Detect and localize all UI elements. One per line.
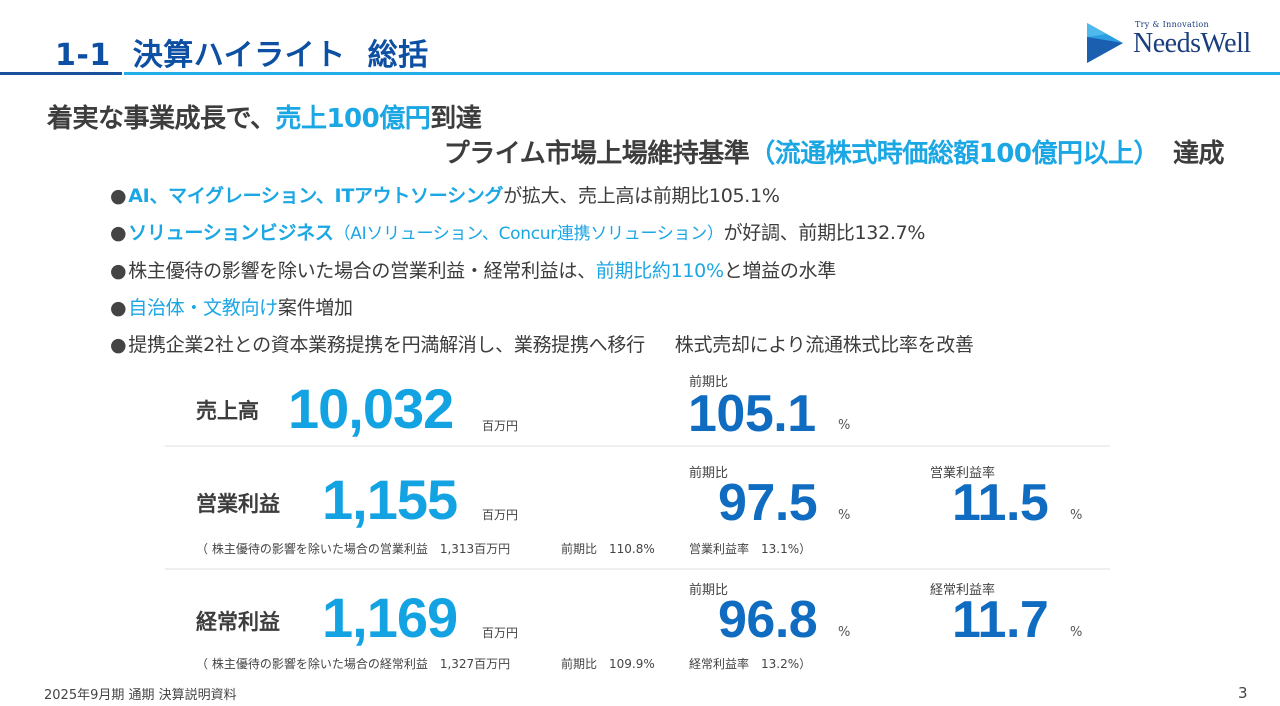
bullet-dot-icon: ● <box>110 222 127 244</box>
headline1-prefix: 着実な事業成長で、 <box>47 104 276 134</box>
kpi-margin-value: 11.7 <box>952 591 1049 649</box>
kpi-divider <box>165 445 1110 447</box>
kpi-note-margin: 営業利益率 13.1%） <box>689 542 812 556</box>
kpi-label: 営業利益 <box>196 492 280 516</box>
kpi-divider <box>165 568 1110 570</box>
bullet-accent: 前期比約110% <box>595 260 724 282</box>
company-logo: Try & Innovation NeedsWell <box>1085 18 1255 66</box>
headline1-suffix: 到達 <box>430 104 482 134</box>
kpi-yoy-caption: 前期比 <box>689 583 729 598</box>
kpi-label: 経常利益 <box>196 610 280 634</box>
title-text: 決算ハイライト <box>132 38 346 73</box>
logo-triangle-icon <box>1087 23 1123 63</box>
kpi-margin-unit: % <box>1070 625 1083 640</box>
kpi-value: 1,169 <box>322 586 458 649</box>
section-number: 1-1 <box>55 38 111 73</box>
title-rule-dark <box>0 72 122 75</box>
headline2-accent: （流通株式時価総額100億円以上） <box>749 139 1159 169</box>
bullet-text-before: 提携企業2社との資本業務提携を円満解消し、業務提携へ移行 <box>128 334 645 356</box>
kpi-yoy-unit: % <box>838 625 851 640</box>
kpi-note-yoy: 前期比 109.9% <box>561 657 655 671</box>
bullet-item: ● 提携企業2社との資本業務提携を円満解消し、業務提携へ移行 株式売却により流通株式… <box>110 327 974 364</box>
slide-title: 1-1 決算ハイライト 総括 <box>55 30 429 74</box>
kpi-yoy-value: 97.5 <box>718 474 818 532</box>
bullet-dot-icon: ● <box>110 334 127 356</box>
bullet-accent: 自治体・文教向け <box>128 297 278 319</box>
kpi-value: 10,032 <box>288 377 454 440</box>
headline1-accent: 売上100億円 <box>275 104 431 134</box>
bullet-accent: AI、マイグレーション、ITアウトソーシング <box>128 185 504 207</box>
kpi-margin-unit: % <box>1070 508 1083 523</box>
kpi-yoy-unit: % <box>838 418 851 433</box>
bullet-text: 株式売却により流通株式比率を改善 <box>674 334 974 356</box>
kpi-unit: 百万円 <box>482 508 519 522</box>
bullet-item: ● ソリューションビジネス（AIソリューション、Concur連携ソリューション）が… <box>110 215 974 253</box>
kpi-unit: 百万円 <box>482 419 519 433</box>
bullet-text: と増益の水準 <box>723 260 837 282</box>
bullet-dot-icon: ● <box>110 260 127 282</box>
footer-page-number: 3 <box>1238 684 1248 702</box>
kpi-yoy-caption: 前期比 <box>689 375 729 390</box>
headline-line2: プライム市場上場維持基準（流通株式時価総額100億円以上） 達成 <box>443 133 1225 170</box>
kpi-label: 売上高 <box>196 399 259 423</box>
bullet-text: 案件増加 <box>277 297 353 319</box>
bullet-text-before: 株主優待の影響を除いた場合の営業利益・経常利益は、 <box>128 260 596 282</box>
bullet-text: が拡大、売上高は前期比105.1% <box>503 185 780 207</box>
kpi-note-margin: 経常利益率 13.2%） <box>689 657 812 671</box>
kpi-value: 1,155 <box>322 468 458 531</box>
logo-tagline: Try & Innovation <box>1135 20 1209 29</box>
bullet-dot-icon: ● <box>110 185 127 207</box>
headline2-suffix: 達成 <box>1172 139 1225 169</box>
bullet-accent-detail: （AIソリューション、Concur連携ソリューション） <box>333 224 724 244</box>
bullet-item: ● 自治体・文教向け案件増加 <box>110 290 974 327</box>
logo-name: NeedsWell <box>1133 28 1251 59</box>
kpi-yoy-value: 105.1 <box>688 385 816 443</box>
bullet-list: ● AI、マイグレーション、ITアウトソーシングが拡大、売上高は前期比105.1%… <box>110 178 974 364</box>
kpi-yoy-caption: 前期比 <box>689 466 729 481</box>
kpi-margin-caption: 営業利益率 <box>930 466 996 481</box>
kpi-yoy-unit: % <box>838 508 851 523</box>
title-subtitle: 総括 <box>367 38 429 73</box>
footer-document-name: 2025年9月期 通期 決算説明資料 <box>44 688 237 703</box>
kpi-note-adjusted: （ 株主優待の影響を除いた場合の経常利益 1,327百万円 <box>196 657 511 671</box>
kpi-margin-caption: 経常利益率 <box>930 583 996 598</box>
kpi-yoy-value: 96.8 <box>718 591 818 649</box>
headline2-prefix: プライム市場上場維持基準 <box>443 139 750 169</box>
headline-line1: 着実な事業成長で、売上100億円到達 <box>47 98 482 135</box>
kpi-note-yoy: 前期比 110.8% <box>561 542 655 556</box>
title-rule-light <box>124 72 1280 75</box>
kpi-margin-value: 11.5 <box>952 474 1049 532</box>
bullet-accent: ソリューションビジネス <box>128 222 334 244</box>
kpi-unit: 百万円 <box>482 626 519 640</box>
bullet-dot-icon: ● <box>110 297 127 319</box>
bullet-text: が好調、前期比132.7% <box>723 222 926 244</box>
bullet-item: ● 株主優待の影響を除いた場合の営業利益・経常利益は、前期比約110%と増益の水準 <box>110 253 974 290</box>
bullet-item: ● AI、マイグレーション、ITアウトソーシングが拡大、売上高は前期比105.1% <box>110 178 974 215</box>
kpi-note-adjusted: （ 株主優待の影響を除いた場合の営業利益 1,313百万円 <box>196 542 511 556</box>
